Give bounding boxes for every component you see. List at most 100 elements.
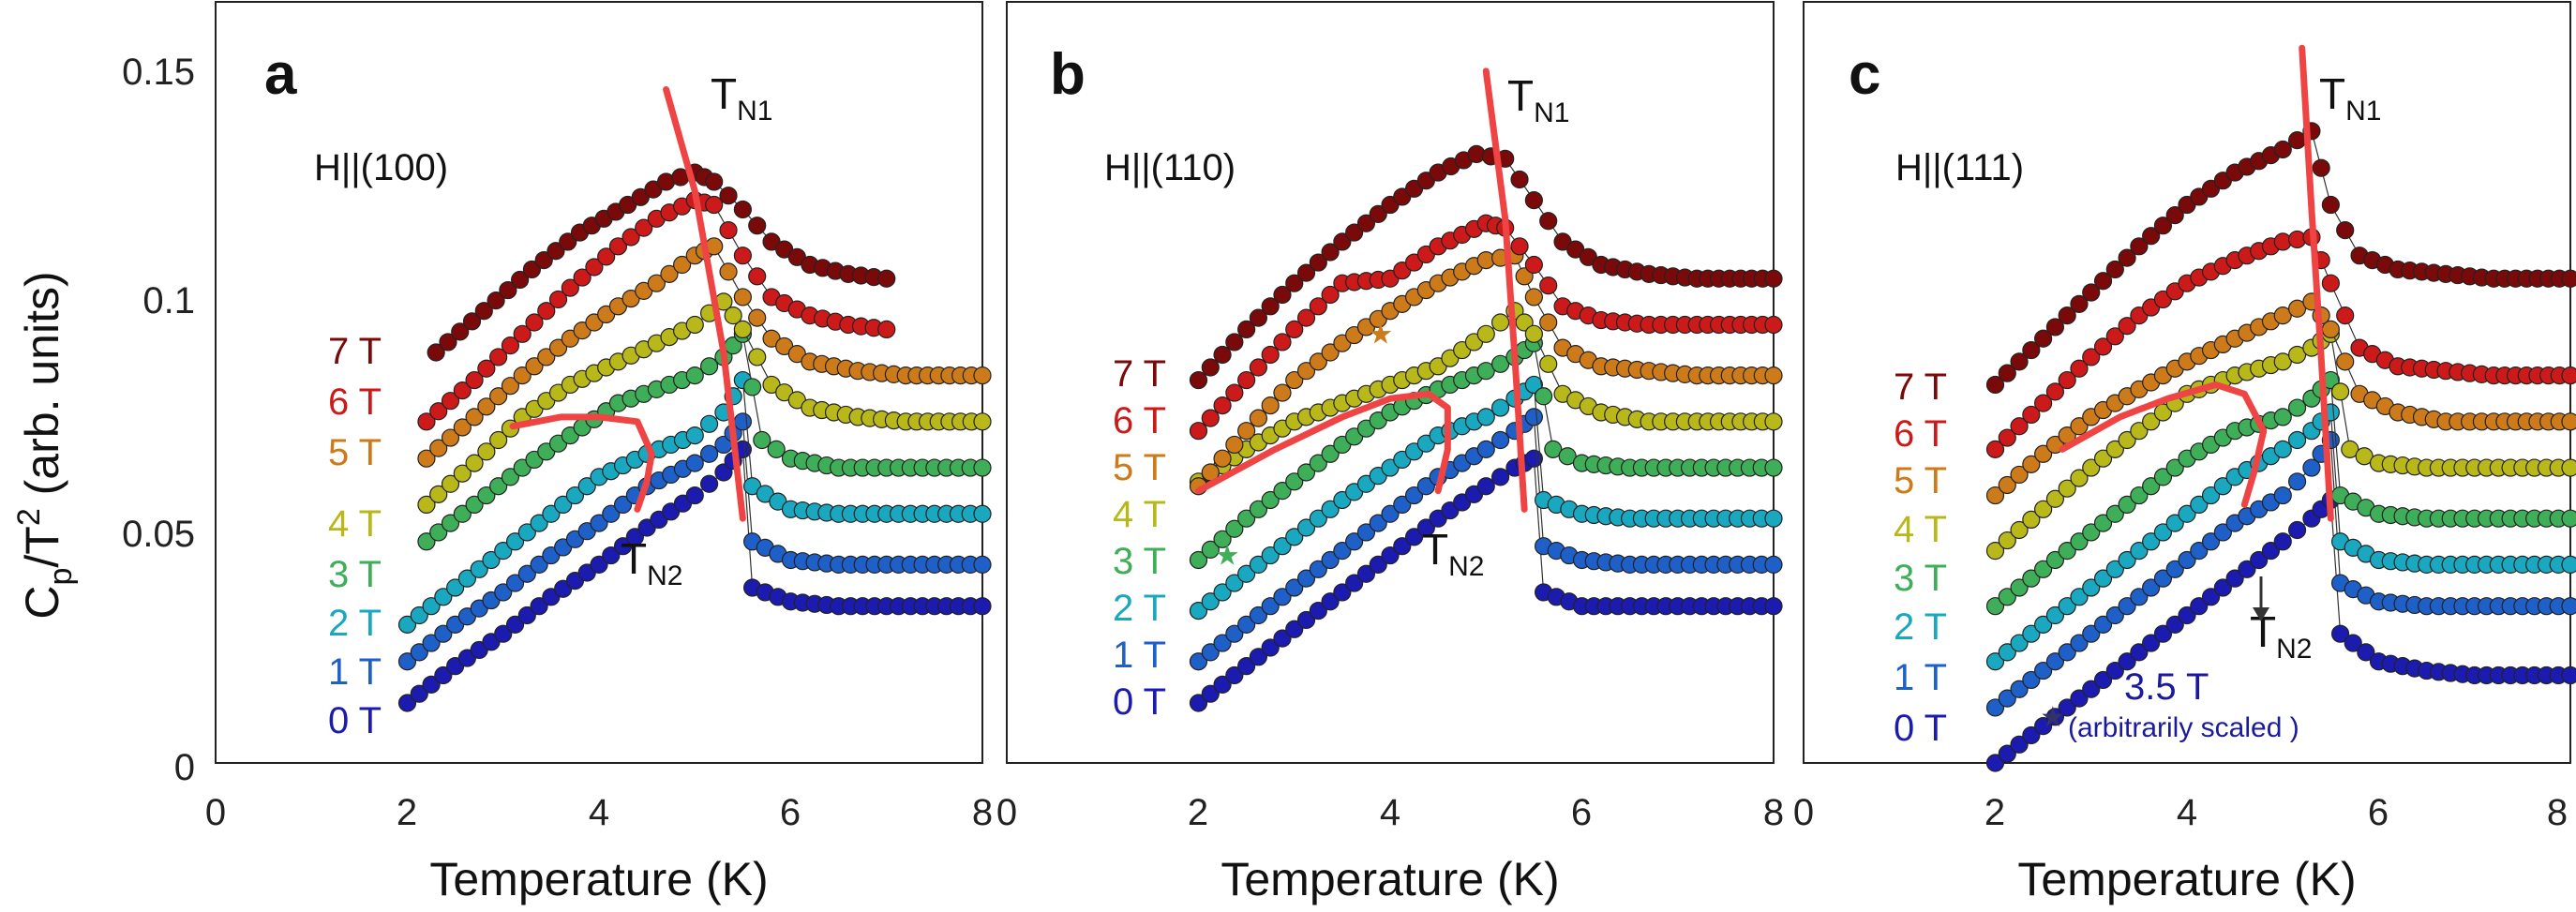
- data-point: [2105, 560, 2124, 578]
- data-point: [2010, 465, 2029, 485]
- data-point: [1249, 555, 1268, 574]
- data-point: [397, 652, 417, 671]
- y-tick-label: 0.1: [142, 280, 195, 321]
- data-point: [530, 514, 548, 532]
- series-label: 4 T: [1894, 509, 1947, 550]
- data-point: [505, 532, 525, 551]
- data-point: [2082, 624, 2101, 643]
- data-point: [2130, 588, 2149, 606]
- data-point: [2336, 352, 2355, 371]
- series-0t: [1189, 449, 1783, 712]
- series-label: 2 T: [1894, 606, 1947, 648]
- data-point: [622, 228, 640, 247]
- data-point: [597, 247, 616, 266]
- data-point: [489, 348, 508, 366]
- data-point: [1285, 472, 1304, 491]
- data-point: [1273, 588, 1292, 606]
- panel-b-plot: ★★: [1189, 67, 1783, 712]
- data-point: [602, 546, 621, 565]
- data-point: [2287, 520, 2307, 540]
- panel-a-field-direction: H||(100): [314, 147, 448, 188]
- data-point: [2034, 329, 2053, 348]
- data-point: [1476, 362, 1495, 381]
- data-point: [2190, 542, 2209, 561]
- data-point: [2058, 698, 2076, 717]
- data-point: [2105, 440, 2124, 458]
- data-point: [446, 578, 465, 597]
- data-point: [1515, 313, 1534, 332]
- data-point: [1539, 277, 1558, 295]
- data-point: [2213, 477, 2232, 496]
- data-point: [2336, 306, 2355, 325]
- data-point: [1296, 610, 1316, 630]
- data-point: [2118, 597, 2136, 616]
- data-point: [1285, 620, 1304, 638]
- data-point: [1515, 267, 1534, 286]
- x-tick-label: 6: [2368, 792, 2389, 833]
- data-point: [685, 426, 704, 445]
- series-5t: [417, 237, 992, 468]
- panel-a-plot: [397, 86, 992, 712]
- data-point: [513, 366, 532, 385]
- data-point: [2034, 661, 2053, 680]
- data-point: [2130, 422, 2149, 441]
- data-point: [748, 348, 767, 366]
- data-point: [1490, 398, 1510, 417]
- data-point: [1321, 500, 1340, 518]
- data-point: [2287, 131, 2307, 150]
- series-0t: [1985, 490, 2576, 772]
- data-point: [453, 381, 472, 400]
- data-point: [2153, 217, 2173, 235]
- data-point: [1524, 375, 1543, 395]
- data-point: [470, 560, 488, 578]
- series-label: 0 T: [1113, 681, 1166, 723]
- data-point: [1309, 509, 1327, 528]
- data-point: [2010, 520, 2029, 540]
- data-point: [1273, 333, 1292, 351]
- data-point: [1261, 297, 1280, 316]
- data-point: [525, 357, 544, 376]
- data-point: [1261, 396, 1280, 415]
- data-point: [1544, 440, 1563, 458]
- data-point: [1490, 354, 1510, 373]
- data-point: [973, 597, 992, 616]
- data-point: [877, 320, 896, 339]
- x-tick-label: 6: [780, 792, 801, 833]
- data-point: [705, 172, 724, 191]
- data-point: [1201, 358, 1220, 377]
- panel-c-x-ticks: 0 2 4 6 8: [1793, 792, 2568, 833]
- data-point: [477, 442, 496, 461]
- data-point: [2561, 509, 2576, 528]
- data-point: [973, 412, 992, 431]
- data-point: [1285, 274, 1304, 292]
- data-point: [434, 624, 453, 643]
- y-tick-label: 0.15: [122, 52, 195, 93]
- data-point: [1510, 170, 1529, 189]
- data-point: [1213, 675, 1232, 694]
- data-point: [429, 402, 448, 421]
- data-point: [733, 288, 752, 306]
- panel-b-tn2-label: TN2: [1422, 525, 1484, 582]
- tn1-sub: N1: [2345, 96, 2381, 127]
- data-point: [2058, 479, 2076, 498]
- y-axis-title-c: C: [16, 586, 68, 620]
- data-point: [613, 537, 633, 556]
- data-point: [699, 444, 719, 463]
- data-point: [1189, 652, 1208, 671]
- data-point: [1237, 657, 1256, 676]
- data-point: [1249, 308, 1268, 327]
- data-point: [2082, 523, 2101, 542]
- data-point: [1764, 269, 1783, 288]
- data-point: [2118, 652, 2136, 671]
- panel-a-x-axis-title: Temperature (K): [429, 853, 768, 905]
- data-point: [1249, 409, 1268, 427]
- series-7t: [1985, 122, 2576, 395]
- data-point: [2273, 408, 2292, 426]
- data-point: [2082, 680, 2101, 698]
- data-point: [1225, 383, 1244, 402]
- data-point: [2118, 495, 2136, 515]
- panel-c: c H||(111) 7 T 6 T 5 T 4 T 3 T 2 T 1 T 0…: [1793, 1, 2576, 905]
- data-point: [590, 555, 608, 574]
- data-point: [417, 412, 436, 431]
- data-point: [585, 258, 604, 277]
